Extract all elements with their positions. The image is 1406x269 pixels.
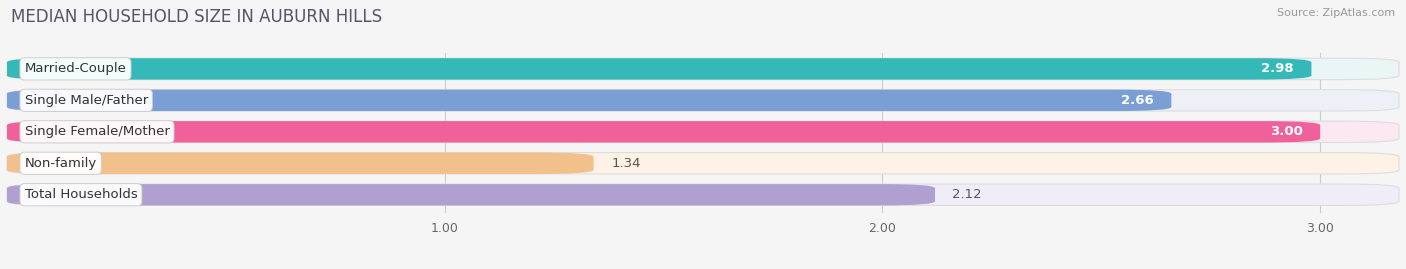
Text: Non-family: Non-family [24,157,97,170]
Text: Single Male/Father: Single Male/Father [24,94,148,107]
FancyBboxPatch shape [7,121,1399,143]
Text: Source: ZipAtlas.com: Source: ZipAtlas.com [1277,8,1395,18]
FancyBboxPatch shape [7,58,1399,80]
Text: Single Female/Mother: Single Female/Mother [24,125,169,138]
FancyBboxPatch shape [7,90,1399,111]
Text: 1.34: 1.34 [612,157,641,170]
Text: Married-Couple: Married-Couple [24,62,127,75]
Text: Total Households: Total Households [24,188,138,201]
FancyBboxPatch shape [7,121,1320,143]
Text: MEDIAN HOUSEHOLD SIZE IN AUBURN HILLS: MEDIAN HOUSEHOLD SIZE IN AUBURN HILLS [11,8,382,26]
Text: 2.66: 2.66 [1121,94,1154,107]
Text: 2.12: 2.12 [952,188,983,201]
FancyBboxPatch shape [7,153,1399,174]
FancyBboxPatch shape [7,184,1399,206]
FancyBboxPatch shape [7,184,935,206]
Text: 2.98: 2.98 [1261,62,1294,75]
FancyBboxPatch shape [7,153,593,174]
Text: 3.00: 3.00 [1270,125,1303,138]
FancyBboxPatch shape [7,58,1312,80]
FancyBboxPatch shape [7,90,1171,111]
